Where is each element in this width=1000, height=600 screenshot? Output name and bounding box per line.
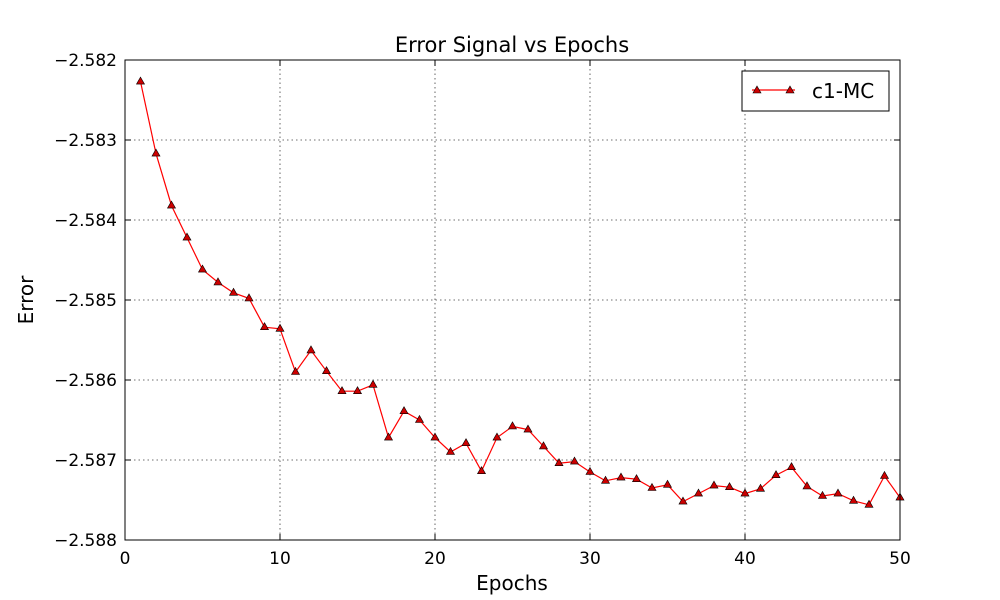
data-point bbox=[321, 366, 332, 375]
data-point bbox=[492, 432, 502, 441]
data-point bbox=[662, 479, 673, 488]
x-tick-label: 10 bbox=[269, 549, 291, 569]
data-point bbox=[724, 482, 735, 491]
data-point bbox=[848, 495, 859, 504]
data-point bbox=[600, 475, 611, 484]
data-point bbox=[399, 406, 409, 415]
data-point bbox=[476, 466, 487, 475]
legend-label-c1-mc: c1-MC bbox=[812, 79, 874, 103]
data-point bbox=[569, 456, 580, 465]
x-tick-label: 40 bbox=[734, 549, 756, 569]
data-point bbox=[197, 264, 208, 273]
data-point bbox=[275, 323, 285, 332]
series-c1-mc bbox=[135, 76, 905, 508]
legend: c1-MC bbox=[741, 70, 890, 112]
data-point bbox=[647, 482, 657, 491]
data-point bbox=[213, 277, 223, 286]
y-tick-label: −2.587 bbox=[54, 451, 117, 471]
x-axis-label: Epochs bbox=[476, 571, 548, 595]
chart-title: Error Signal vs Epochs bbox=[395, 33, 629, 57]
axis-ticks bbox=[124, 59, 901, 541]
data-point bbox=[833, 488, 843, 497]
data-point bbox=[523, 424, 533, 433]
data-point bbox=[616, 472, 626, 481]
y-tick-label: −2.582 bbox=[54, 51, 117, 71]
legend-marker-right bbox=[785, 85, 795, 94]
x-tick-label: 50 bbox=[889, 549, 911, 569]
data-point bbox=[817, 490, 828, 499]
data-point bbox=[430, 432, 440, 441]
y-tick-label: −2.588 bbox=[54, 531, 117, 551]
x-tick-label: 0 bbox=[120, 549, 131, 569]
data-point bbox=[538, 441, 549, 450]
data-point bbox=[445, 446, 456, 455]
x-tick-label: 30 bbox=[579, 549, 601, 569]
data-point bbox=[290, 366, 301, 375]
data-point bbox=[352, 386, 363, 395]
data-point bbox=[228, 287, 239, 296]
data-point bbox=[585, 466, 595, 475]
data-point bbox=[554, 458, 564, 467]
data-point bbox=[631, 474, 642, 483]
data-point bbox=[383, 432, 394, 441]
data-point bbox=[786, 462, 797, 471]
data-point bbox=[802, 481, 812, 490]
data-point bbox=[709, 480, 719, 489]
data-point bbox=[368, 379, 378, 388]
y-tick-label: −2.583 bbox=[54, 131, 117, 151]
tick-labels: 0 10 20 30 40 50 −2.582 −2.583 −2.584 −2.585 −2.58… bbox=[54, 51, 911, 569]
data-point bbox=[740, 488, 750, 497]
x-tick-label: 20 bbox=[424, 549, 446, 569]
data-point bbox=[135, 76, 146, 85]
data-point bbox=[151, 148, 161, 157]
y-tick-label: −2.586 bbox=[54, 371, 117, 391]
data-point bbox=[879, 470, 890, 479]
data-point bbox=[414, 414, 425, 423]
y-axis-label: Error bbox=[14, 275, 38, 325]
data-point bbox=[771, 470, 781, 479]
data-point bbox=[166, 200, 177, 209]
data-point bbox=[306, 345, 316, 354]
data-point bbox=[461, 438, 471, 447]
data-point bbox=[864, 499, 874, 508]
y-tick-label: −2.585 bbox=[54, 291, 117, 311]
data-point bbox=[755, 483, 766, 492]
legend-box bbox=[741, 70, 890, 112]
data-point bbox=[244, 293, 254, 302]
data-point bbox=[182, 232, 192, 241]
y-tick-label: −2.584 bbox=[54, 211, 117, 231]
legend-marker-left bbox=[752, 85, 762, 94]
data-point bbox=[337, 386, 347, 395]
data-point bbox=[259, 322, 270, 331]
data-point bbox=[678, 496, 688, 505]
data-point bbox=[693, 488, 704, 497]
data-point bbox=[507, 421, 518, 430]
